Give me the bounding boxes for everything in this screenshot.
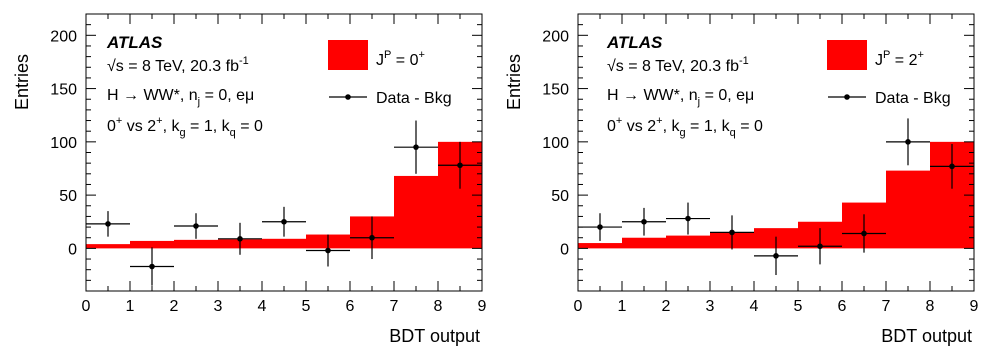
data-point [394,120,438,174]
chart-panel-right: 0 1 2 3 4 5 6 7 8 9 0 50 100 150 200 Entries BDT outpu… [492,0,984,349]
y-axis-title: Entries [504,54,524,110]
x-axis-title: BDT output [881,326,972,346]
data-point [622,207,666,236]
x-tick-label: 2 [170,298,179,315]
histogram-bar [394,175,438,249]
data-point [86,211,130,237]
axis-ticks: 0 1 2 3 4 5 6 7 8 9 0 50 100 150 200 [542,13,979,315]
chart-panel-left: 0 1 2 3 4 5 6 7 8 9 0 50 100 150 200 Entries BDT outpu… [12,13,487,346]
chart-left-svg: 0 1 2 3 4 5 6 7 8 9 0 50 100 150 200 Entries BDT outpu… [12,13,487,346]
data-point [842,214,886,253]
y-tick-label: 50 [59,188,77,205]
legend-data-marker [329,94,367,100]
data-point [578,213,622,241]
x-tick-label: 8 [926,298,935,315]
data-point [306,234,350,267]
data-point [930,143,974,189]
y-tick-label: 150 [542,82,569,99]
x-tick-label: 7 [882,298,891,315]
histogram-bar [666,235,710,249]
y-tick-label: 0 [560,241,569,258]
x-tick-label: 3 [706,298,715,315]
x-axis-title: BDT output [389,326,480,346]
y-tick-label: 50 [551,188,569,205]
energy-lumi-label: √s = 8 TeV, 20.3 fb-1 [607,55,749,75]
legend-signal-swatch [328,40,368,70]
legend-data-label: Data - Bkg [376,90,452,107]
data-point [438,141,482,189]
x-tick-label: 0 [82,298,91,315]
x-tick-label: 5 [302,298,311,315]
data-points [86,120,482,286]
atlas-label: ATLAS [106,33,163,52]
x-tick-label: 3 [214,298,223,315]
hypothesis-label: 0+ vs 2+, kg = 1, kq = 0 [107,115,263,139]
x-tick-label: 2 [662,298,671,315]
histogram-bar [174,239,218,249]
x-tick-label: 9 [970,298,979,315]
x-tick-label: 5 [794,298,803,315]
legend-signal-label: JP = 2+ [875,49,924,69]
data-point [174,213,218,239]
data-point [798,228,842,265]
y-tick-label: 200 [50,28,77,45]
histogram-bar [130,240,174,249]
legend-signal-label: JP = 0+ [376,49,425,69]
axis-ticks: 0 1 2 3 4 5 6 7 8 9 0 50 100 150 200 [50,13,487,315]
y-axis-title: Entries [12,54,32,110]
x-tick-label: 6 [346,298,355,315]
x-tick-label: 7 [390,298,399,315]
energy-lumi-label: √s = 8 TeV, 20.3 fb-1 [107,55,249,75]
data-point [666,202,710,235]
legend-data-label: Data - Bkg [875,90,951,107]
data-points [578,118,974,276]
data-point [262,206,306,237]
chart-right-svg: 0 1 2 3 4 5 6 7 8 9 0 50 100 150 200 Entries BDT outpu… [504,13,979,346]
process-label: H → WW*, nj = 0, eμ [607,87,754,108]
data-point [886,118,930,166]
data-point [710,215,754,250]
x-tick-label: 6 [838,298,847,315]
data-point [130,247,174,286]
x-tick-label: 9 [478,298,487,315]
legend-signal-swatch [827,40,867,70]
x-tick-label: 1 [618,298,627,315]
data-point [350,216,394,260]
x-tick-label: 4 [750,298,759,315]
signal-histogram [578,141,974,249]
y-tick-label: 100 [50,135,77,152]
histogram-bar [886,170,930,249]
data-point [754,236,798,276]
y-tick-label: 100 [542,135,569,152]
x-tick-label: 1 [126,298,135,315]
x-tick-label: 4 [258,298,267,315]
y-tick-label: 200 [542,28,569,45]
histogram-bar [86,244,130,249]
hypothesis-label: 0+ vs 2+, kg = 1, kq = 0 [607,115,763,139]
y-tick-label: 0 [68,241,77,258]
data-point [218,222,262,255]
process-label: H → WW*, nj = 0, eμ [107,87,254,108]
legend-data-marker [828,94,866,100]
atlas-label: ATLAS [606,33,663,52]
histogram-bar [622,237,666,249]
x-tick-label: 8 [434,298,443,315]
histogram-bar [262,238,306,249]
histogram-bar [578,243,622,249]
x-tick-label: 0 [574,298,583,315]
y-tick-label: 150 [50,82,77,99]
